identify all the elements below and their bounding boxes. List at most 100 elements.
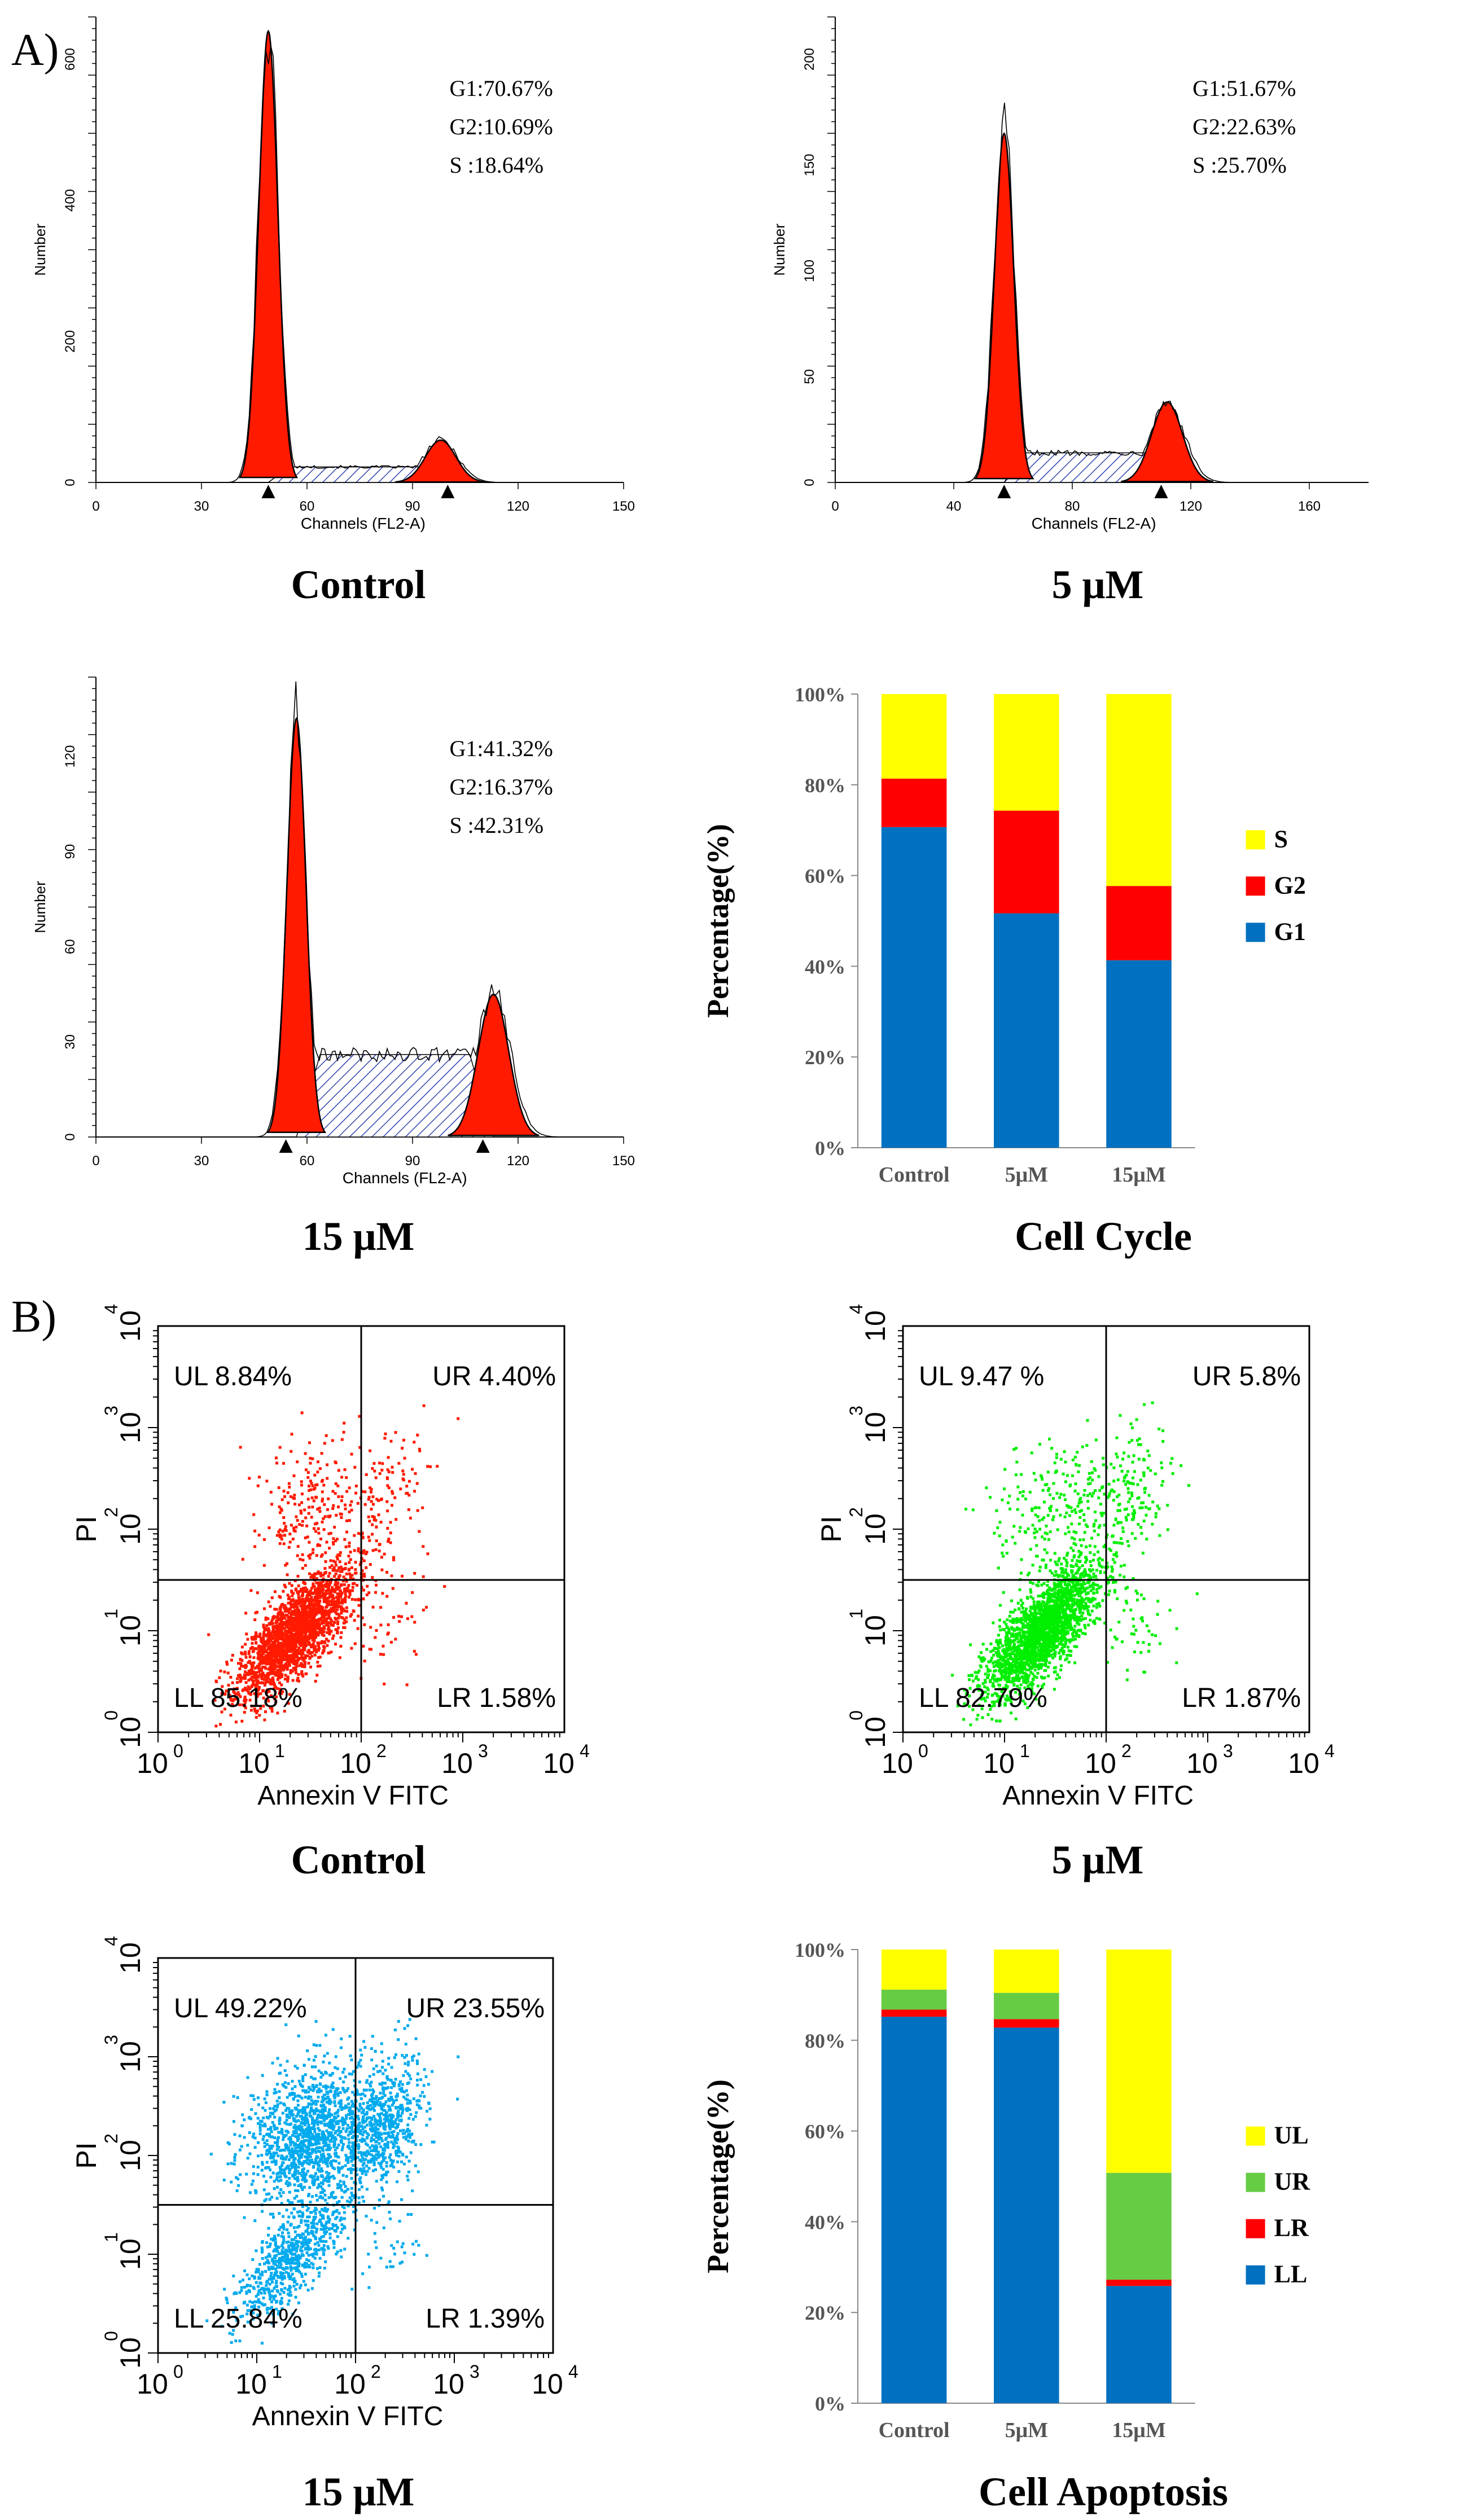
scatter-quadrant-lr: LR 1.39% — [426, 2304, 545, 2334]
scatter-quadrant-lr: LR 1.58% — [437, 1683, 556, 1713]
legend-label-ul: UL — [1274, 2122, 1309, 2149]
bar-segment-g2 — [881, 778, 947, 827]
hist-x-tick-label: 60 — [300, 1153, 315, 1169]
scatter-quadrant-ll: LL 82.79% — [919, 1683, 1047, 1713]
scatter-quadrant-ul: UL 9.47 % — [919, 1362, 1044, 1391]
hist-y-tick-label: 200 — [63, 330, 78, 353]
stacked-bar-cell-cycle: 0% 20% 40% 60% 80% 100% Percentage(%) Control 5μ… — [701, 683, 1306, 1187]
hist-x-tick-label: 60 — [300, 499, 315, 514]
scatter-x-tick-label: 10 — [334, 2368, 366, 2400]
hist-x-tick-label: 90 — [405, 499, 420, 514]
bar-y-tick-label: 100% — [795, 1939, 845, 1961]
scatter-x-tick-label: 10 — [137, 1748, 168, 1779]
scatter-y-tick-label: 10 — [115, 1412, 146, 1443]
hist-y-axis-label: Number — [32, 881, 49, 933]
hist-y-tick-label: 0 — [63, 478, 78, 486]
hist-y-tick-label: 400 — [63, 189, 78, 212]
hist-stat: G2:16.37% — [449, 774, 553, 800]
legend-swatch-g2 — [1246, 876, 1265, 896]
bar-category-label: 5μM — [1005, 2418, 1048, 2442]
hist-envelope — [950, 102, 1231, 483]
hist-x-tick-label: 160 — [1298, 499, 1321, 514]
scatter-y-axis-label: PI — [71, 1516, 102, 1542]
bar-y-tick-label: 0% — [815, 2392, 845, 2415]
legend-swatch-g1 — [1246, 923, 1265, 942]
scatter-y-tick-exp: 2 — [846, 1507, 866, 1517]
hist-marker — [261, 485, 275, 498]
scatter-y-tick-exp: 2 — [101, 2133, 121, 2144]
scatter-x-tick-label: 10 — [238, 1748, 270, 1779]
scatter-x-tick-label: 10 — [1085, 1748, 1116, 1779]
hist-x-tick-label: 150 — [612, 499, 635, 514]
scatter-y-tick-label: 10 — [115, 2238, 146, 2270]
scatter-y-tick-exp: 4 — [101, 1304, 121, 1314]
bar-segment-ll — [994, 2027, 1059, 2403]
legend-label-ur: UR — [1274, 2168, 1311, 2196]
caption-control-b: Control — [291, 1837, 426, 1882]
scatter-x-tick-exp: 2 — [371, 2361, 381, 2382]
bar-segment-g1 — [994, 913, 1059, 1148]
hist-stat: S :18.64% — [449, 152, 543, 178]
legend-label-g2: G2 — [1274, 871, 1306, 899]
scatter-x-tick-label: 10 — [543, 1748, 575, 1779]
bar-segment-s — [994, 694, 1059, 811]
legend-swatch-ul — [1246, 2126, 1265, 2146]
hist-marker — [1154, 485, 1168, 498]
scatter-x-tick-label: 10 — [137, 2368, 168, 2400]
hist-stat: G1:51.67% — [1192, 76, 1296, 101]
caption-15um-a: 15 μM — [302, 1214, 415, 1259]
hist-y-tick-label: 0 — [63, 1133, 78, 1140]
hist-envelope — [243, 681, 557, 1138]
hist-x-tick-label: 120 — [507, 1153, 529, 1169]
scatter-x-tick-exp: 0 — [173, 2361, 183, 2382]
scatter-y-tick-exp: 1 — [101, 2232, 121, 2242]
scatter-x-tick-exp: 0 — [918, 1741, 928, 1761]
bar-category-label: 15μM — [1112, 1163, 1165, 1187]
scatter-y-tick-exp: 0 — [101, 2331, 121, 2341]
hist-y-axis-label: Number — [32, 223, 49, 276]
hist-stat: S :42.31% — [449, 813, 543, 838]
scatter-x-tick-exp: 2 — [1121, 1741, 1132, 1761]
scatter-x-tick-exp: 3 — [1223, 1741, 1233, 1761]
caption-cell-apoptosis: Cell Apoptosis — [979, 2469, 1228, 2514]
hist-x-tick-label: 150 — [612, 1153, 635, 1169]
scatter-x-tick-exp: 0 — [173, 1741, 183, 1761]
scatter-quadrant-lr: LR 1.87% — [1182, 1683, 1301, 1713]
hist-stat: G2:22.63% — [1192, 114, 1296, 139]
bar-category-label: 5μM — [1005, 1163, 1048, 1187]
bar-segment-ul — [994, 1950, 1059, 1993]
scatter-x-tick-exp: 3 — [470, 2361, 480, 2382]
hist-g1-peak — [238, 29, 299, 478]
caption-5um-a: 5 μM — [1052, 562, 1144, 607]
hist-y-tick-label: 60 — [63, 939, 78, 954]
scatter-quadrant-ur: UR 23.55% — [406, 1994, 545, 2023]
scatter-y-tick-label: 10 — [860, 1615, 891, 1647]
bar-y-tick-label: 20% — [805, 2302, 845, 2324]
scatter-y-tick-label: 10 — [115, 2140, 146, 2171]
hist-x-axis-label: Channels (FL2-A) — [301, 515, 426, 532]
bar-y-tick-label: 60% — [805, 2121, 845, 2143]
bar-segment-ll — [1106, 2286, 1172, 2403]
histogram-5um: 0 40 80 120 160 0 50 100 150 200 Number Channels (F… — [771, 16, 1369, 532]
scatter-y-tick-label: 10 — [860, 1513, 891, 1545]
scatter-y-tick-label: 10 — [115, 1942, 146, 1974]
scatter-x-tick-exp: 1 — [272, 2361, 282, 2382]
scatter-x-axis-label: Annexin V FITC — [252, 2402, 444, 2431]
bar-y-tick-label: 100% — [795, 683, 845, 706]
scatter-y-tick-exp: 1 — [101, 1609, 121, 1619]
stacked-bar-cell-apoptosis: 0% 20% 40% 60% 80% 100% Percentage(%) Control 5μ… — [701, 1939, 1310, 2442]
hist-marker — [997, 485, 1011, 498]
hist-y-tick-label: 50 — [802, 369, 817, 384]
hist-y-tick-label: 90 — [63, 844, 78, 859]
scatter-quadrant-ur: UR 5.8% — [1192, 1362, 1301, 1391]
bar-y-axis-label: Percentage(%) — [701, 2079, 735, 2273]
hist-y-tick-label: 600 — [63, 48, 78, 71]
hist-y-tick-label: 100 — [802, 260, 817, 282]
caption-5um-b: 5 μM — [1052, 1837, 1144, 1882]
scatter-quadrant-ul: UL 8.84% — [174, 1362, 292, 1391]
bar-segment-lr — [1106, 2280, 1172, 2286]
hist-y-tick-label: 30 — [63, 1034, 78, 1050]
histogram-15um: 0 30 60 90 120 150 0 30 60 90 120 Number Channels (F… — [32, 677, 635, 1187]
hist-y-tick-label: 150 — [802, 153, 817, 176]
